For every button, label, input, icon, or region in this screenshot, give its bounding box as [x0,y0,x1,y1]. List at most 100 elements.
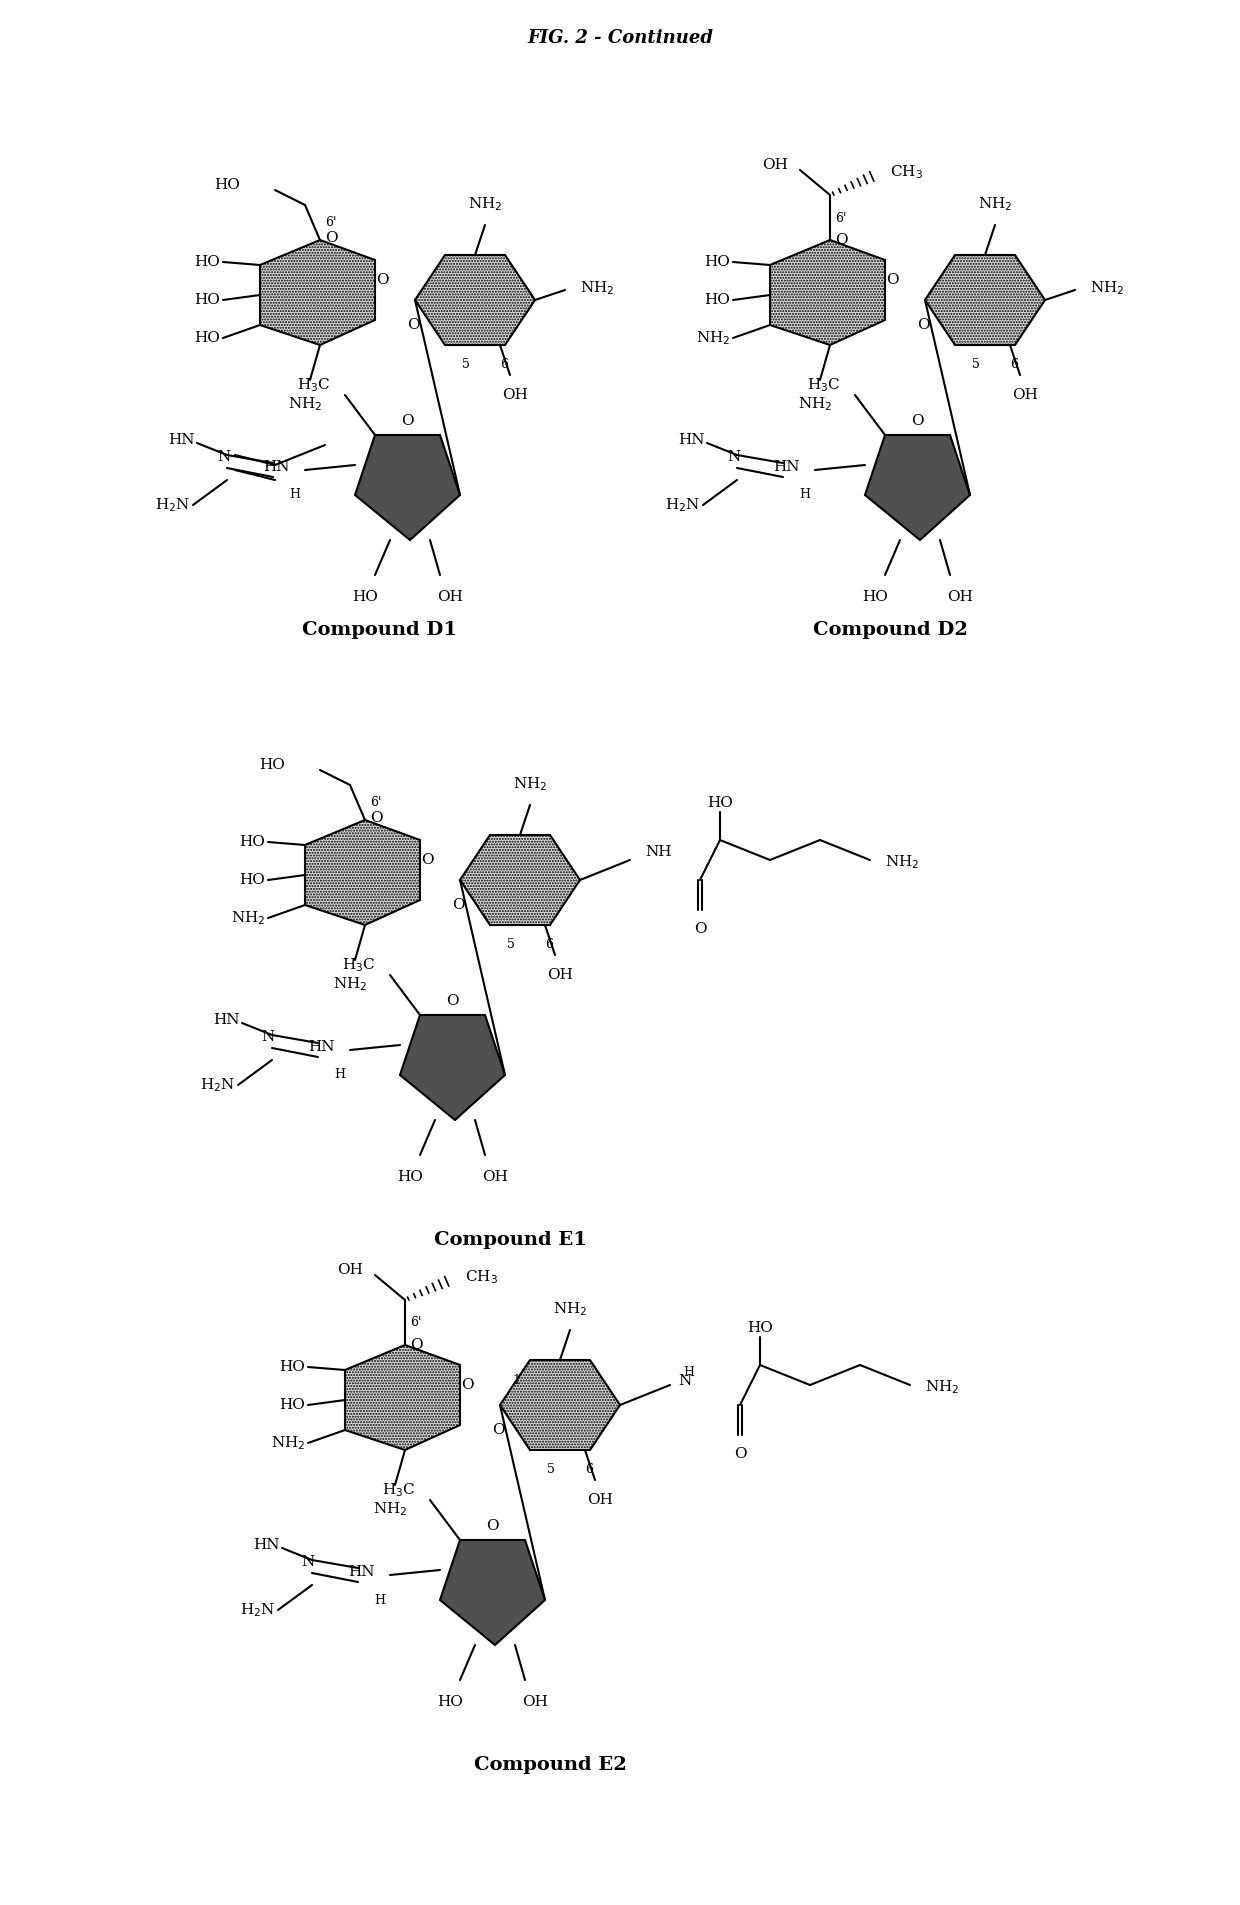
Text: Compound D2: Compound D2 [812,621,967,638]
Text: H$_3$C: H$_3$C [806,375,839,394]
Text: NH: NH [645,846,672,859]
Text: O: O [325,231,337,246]
Text: O: O [461,1377,474,1393]
Text: NH$_2$: NH$_2$ [885,853,920,871]
Text: HN: HN [678,432,706,448]
Text: O: O [910,413,924,429]
Text: 6: 6 [1011,358,1018,371]
Polygon shape [770,240,885,345]
Polygon shape [460,834,580,926]
Text: HO: HO [279,1398,305,1412]
Text: 5: 5 [507,937,515,951]
Text: OH: OH [436,591,463,604]
Text: O: O [693,922,707,935]
Text: HN: HN [169,432,195,448]
Text: 5: 5 [547,1463,556,1476]
Text: NH$_2$: NH$_2$ [288,394,322,413]
Text: H: H [374,1593,384,1606]
Text: Compound E1: Compound E1 [434,1231,587,1250]
Text: HO: HO [195,331,219,345]
Text: O: O [445,994,459,1008]
Text: HN: HN [263,459,290,474]
Text: HO: HO [397,1170,423,1185]
Text: O: O [420,853,433,867]
Text: NH$_2$: NH$_2$ [978,196,1012,213]
Text: HO: HO [862,591,888,604]
Polygon shape [355,434,460,539]
Text: HO: HO [352,591,378,604]
Text: OH: OH [522,1695,548,1709]
Text: H$_3$C: H$_3$C [382,1482,415,1499]
Text: 6: 6 [546,937,553,951]
Text: NH$_2$: NH$_2$ [270,1434,305,1452]
Text: HO: HO [239,872,265,888]
Text: OH: OH [947,591,973,604]
Text: O: O [734,1448,746,1461]
Text: O: O [410,1337,423,1353]
Text: 6: 6 [585,1463,593,1476]
Text: HO: HO [279,1360,305,1374]
Text: Compound D1: Compound D1 [303,621,458,638]
Text: 6': 6' [835,211,847,225]
Text: HO: HO [195,293,219,307]
Text: H: H [799,488,810,501]
Text: 6': 6' [370,796,382,808]
Text: 5: 5 [463,358,470,371]
Text: O: O [835,232,848,248]
Text: CH$_3$: CH$_3$ [890,164,923,181]
Text: H: H [289,488,300,501]
Text: NH$_2$: NH$_2$ [553,1301,588,1318]
Text: OH: OH [502,389,528,402]
Polygon shape [305,819,420,926]
Text: NH$_2$: NH$_2$ [1090,280,1125,297]
Text: O: O [453,897,465,912]
Text: O: O [492,1423,505,1436]
Text: OH: OH [547,968,573,981]
Text: 6': 6' [325,215,336,229]
Text: OH: OH [482,1170,508,1185]
Text: NH$_2$: NH$_2$ [696,330,730,347]
Polygon shape [401,1015,505,1120]
Text: HO: HO [239,834,265,850]
Text: HO: HO [707,796,733,810]
Text: N: N [262,1031,275,1044]
Text: HN: HN [213,1013,241,1027]
Text: 1: 1 [512,1374,520,1387]
Text: HN: HN [253,1537,280,1553]
Text: O: O [918,318,930,331]
Text: NH$_2$: NH$_2$ [332,975,367,993]
Text: NH$_2$: NH$_2$ [513,775,547,792]
Text: 6': 6' [410,1316,422,1330]
Text: NH$_2$: NH$_2$ [467,196,502,213]
Text: HN: HN [774,459,800,474]
Text: CH$_3$: CH$_3$ [465,1269,498,1286]
Text: N: N [678,1374,691,1389]
Text: OH: OH [587,1494,613,1507]
Text: H$_3$C: H$_3$C [341,956,374,973]
Text: N: N [217,450,229,465]
Text: H$_2$N: H$_2$N [239,1600,275,1619]
Text: FIG. 2 - Continued: FIG. 2 - Continued [527,29,713,48]
Text: O: O [370,812,383,825]
Text: HO: HO [259,758,285,772]
Text: O: O [408,318,420,331]
Text: 6: 6 [500,358,508,371]
Text: HO: HO [436,1695,463,1709]
Polygon shape [415,255,534,345]
Text: HO: HO [215,177,241,192]
Text: O: O [486,1518,498,1534]
Text: NH$_2$: NH$_2$ [231,909,265,928]
Polygon shape [345,1345,460,1450]
Text: O: O [885,272,898,288]
Text: OH: OH [337,1263,363,1276]
Text: Compound E2: Compound E2 [474,1756,626,1774]
Text: O: O [376,272,388,288]
Text: HO: HO [195,255,219,269]
Text: HO: HO [704,255,730,269]
Text: OH: OH [763,158,787,171]
Text: OH: OH [1012,389,1038,402]
Text: HN: HN [309,1040,335,1053]
Text: H: H [683,1366,694,1379]
Polygon shape [866,434,970,539]
Text: H$_2$N: H$_2$N [155,495,190,514]
